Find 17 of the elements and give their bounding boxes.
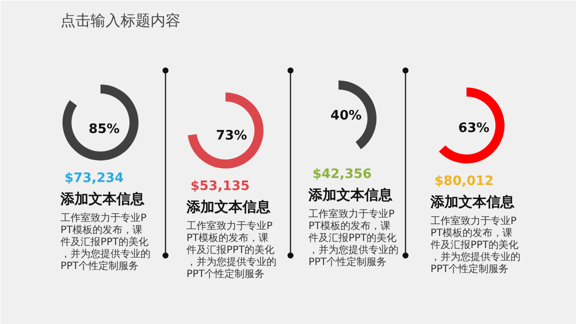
text: 添加文本信息: [308, 186, 394, 204]
text: 工作室致力于专业PPT模板的发布，课件及汇报PPT的美化，并为您提供专业的PPT个性定制服务: [308, 208, 398, 268]
text: $80,012: [434, 174, 494, 189]
data-label: 63%: [458, 121, 490, 136]
text: $73,234: [64, 171, 124, 186]
text: 添加文本信息: [60, 190, 146, 208]
data-label: 73%: [216, 128, 248, 144]
text: 工作室致力于专业PPT模板的发布，课件及汇报PPT的美化，并为您提供专业的PPT个性定制服务: [186, 220, 276, 280]
data-label: 85%: [88, 122, 120, 138]
chart-title: 点击输入标题内容: [60, 12, 180, 30]
data-label: 40%: [330, 108, 362, 124]
text: 工作室致力于专业PPT模板的发布，课件及汇报PPT的美化，并为您提供专业的PPT个性定制服务: [60, 212, 150, 272]
text: 添加文本信息: [186, 198, 272, 216]
text: 工作室致力于专业PPT模板的发布，课件及汇报PPT的美化，并为您提供专业的PPT个性定制服务: [430, 215, 520, 275]
text: 添加文本信息: [430, 194, 516, 210]
text: $42,356: [312, 167, 372, 182]
text: $53,135: [190, 179, 250, 194]
